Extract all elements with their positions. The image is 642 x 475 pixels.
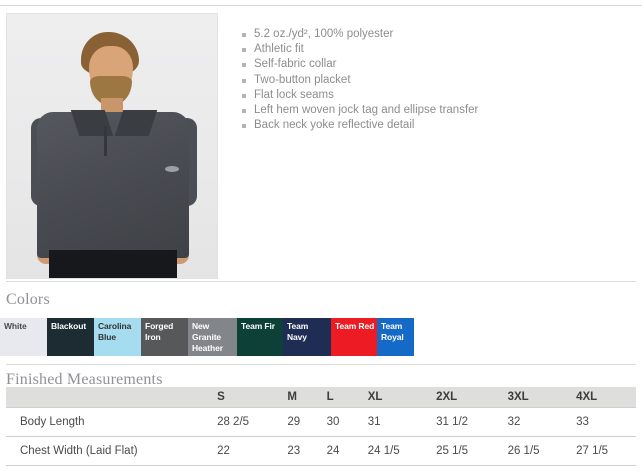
list-item: Back neck yoke reflective detail (236, 118, 632, 133)
polo-shirt-body (37, 112, 189, 258)
column-header-blank (6, 387, 218, 408)
cell-l: 30 (326, 407, 368, 437)
column-header-xl: XL (367, 387, 437, 408)
measurements-table: S M L XL 2XL 3XL 4XL Body Length 28 2/5 … (6, 387, 636, 466)
column-header-m: M (287, 387, 327, 408)
color-swatch-blackout[interactable]: Blackout (47, 318, 94, 356)
color-swatch-label: Team Red (335, 321, 375, 331)
measurements-table-head: S M L XL 2XL 3XL 4XL (6, 387, 636, 408)
list-item: Flat lock seams (236, 88, 632, 103)
color-swatch-team-navy[interactable]: Team Navy (283, 318, 331, 356)
color-swatch-team-royal[interactable]: Team Royal (377, 318, 414, 356)
product-overview-section: 5.2 oz./yd², 100% polyester Athletic fit… (0, 13, 642, 279)
color-swatch-team-fir[interactable]: Team Fir (237, 318, 283, 356)
list-item: Athletic fit (236, 42, 632, 57)
top-divider (0, 5, 642, 6)
color-swatch-carolina-blue[interactable]: Carolina Blue (94, 318, 141, 356)
cell-3xl: 32 (507, 407, 577, 437)
cell-s: 22 (217, 436, 288, 466)
color-swatch-forged-iron[interactable]: Forged Iron (141, 318, 188, 356)
cell-m: 23 (287, 436, 327, 466)
list-item: Two-button placket (236, 73, 632, 88)
product-photo (7, 14, 217, 278)
measurements-heading: Finished Measurements (6, 371, 163, 388)
measurements-table-body: Body Length 28 2/5 29 30 31 31 1/2 32 33… (6, 407, 636, 466)
cell-l: 24 (326, 436, 368, 466)
column-header-2xl: 2XL (436, 387, 508, 408)
color-swatch-label: Team Navy (287, 321, 309, 342)
color-swatch-list: White Blackout Carolina Blue Forged Iron… (0, 318, 414, 356)
colors-heading: Colors (6, 291, 50, 308)
color-swatch-label: Blackout (51, 321, 87, 331)
column-header-l: L (326, 387, 368, 408)
color-swatch-label: Team Fir (241, 321, 275, 331)
cell-m: 29 (287, 407, 327, 437)
column-header-4xl: 4XL (576, 387, 636, 408)
brand-logo-icon (165, 166, 179, 172)
cell-4xl: 33 (576, 407, 636, 437)
feature-list-items: 5.2 oz./yd², 100% polyester Athletic fit… (236, 27, 632, 133)
color-swatch-white[interactable]: White (0, 318, 47, 356)
list-item: Self-fabric collar (236, 57, 632, 72)
row-label: Body Length (6, 407, 218, 437)
table-row: Chest Width (Laid Flat) 22 23 24 24 1/5 … (6, 436, 636, 466)
column-header-3xl: 3XL (507, 387, 577, 408)
colors-divider (6, 281, 636, 282)
feature-list: 5.2 oz./yd², 100% polyester Athletic fit… (236, 27, 632, 133)
color-swatch-new-granite-heather[interactable]: New Granite Heather (188, 318, 237, 356)
cell-s: 28 2/5 (217, 407, 288, 437)
product-image[interactable] (6, 13, 218, 279)
color-swatch-label: New Granite Heather (192, 321, 223, 353)
measurements-divider (6, 364, 636, 365)
model-pants (49, 250, 177, 278)
cell-xl: 24 1/5 (367, 436, 437, 466)
cell-2xl: 31 1/2 (436, 407, 508, 437)
column-header-s: S (217, 387, 288, 408)
cell-xl: 31 (367, 407, 437, 437)
table-header-row: S M L XL 2XL 3XL 4XL (6, 387, 636, 408)
cell-2xl: 25 1/5 (436, 436, 508, 466)
list-item: 5.2 oz./yd², 100% polyester (236, 27, 632, 42)
row-label: Chest Width (Laid Flat) (6, 436, 218, 466)
polo-placket (104, 126, 107, 156)
color-swatch-label: Carolina Blue (98, 321, 132, 342)
cell-3xl: 26 1/5 (507, 436, 577, 466)
table-row: Body Length 28 2/5 29 30 31 31 1/2 32 33 (6, 407, 636, 437)
color-swatch-label: Team Royal (381, 321, 404, 342)
list-item: Left hem woven jock tag and ellipse tran… (236, 103, 632, 118)
cell-4xl: 27 1/5 (576, 436, 636, 466)
color-swatch-team-red[interactable]: Team Red (331, 318, 377, 356)
color-swatch-label: Forged Iron (145, 321, 174, 342)
color-swatch-label: White (4, 321, 27, 331)
